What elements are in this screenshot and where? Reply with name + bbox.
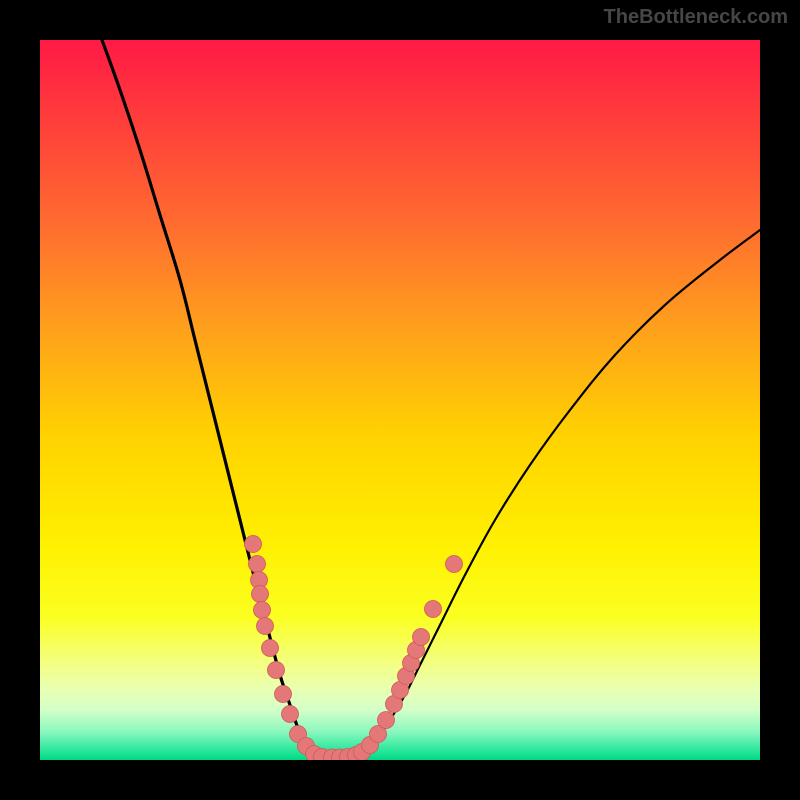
data-dot <box>249 556 266 573</box>
data-dot <box>413 629 430 646</box>
data-dot <box>446 556 463 573</box>
data-dot <box>282 706 299 723</box>
data-dot <box>378 712 395 729</box>
plot-area <box>40 40 760 760</box>
data-dot <box>245 536 262 553</box>
data-dot <box>254 602 271 619</box>
data-dot <box>262 640 279 657</box>
data-dot <box>425 601 442 618</box>
curve-layer <box>40 40 760 760</box>
watermark-text: TheBottleneck.com <box>604 6 788 29</box>
data-dot <box>275 686 292 703</box>
data-dot <box>257 618 274 635</box>
curve-left <box>102 40 328 757</box>
data-dot <box>252 586 269 603</box>
data-dot <box>268 662 285 679</box>
